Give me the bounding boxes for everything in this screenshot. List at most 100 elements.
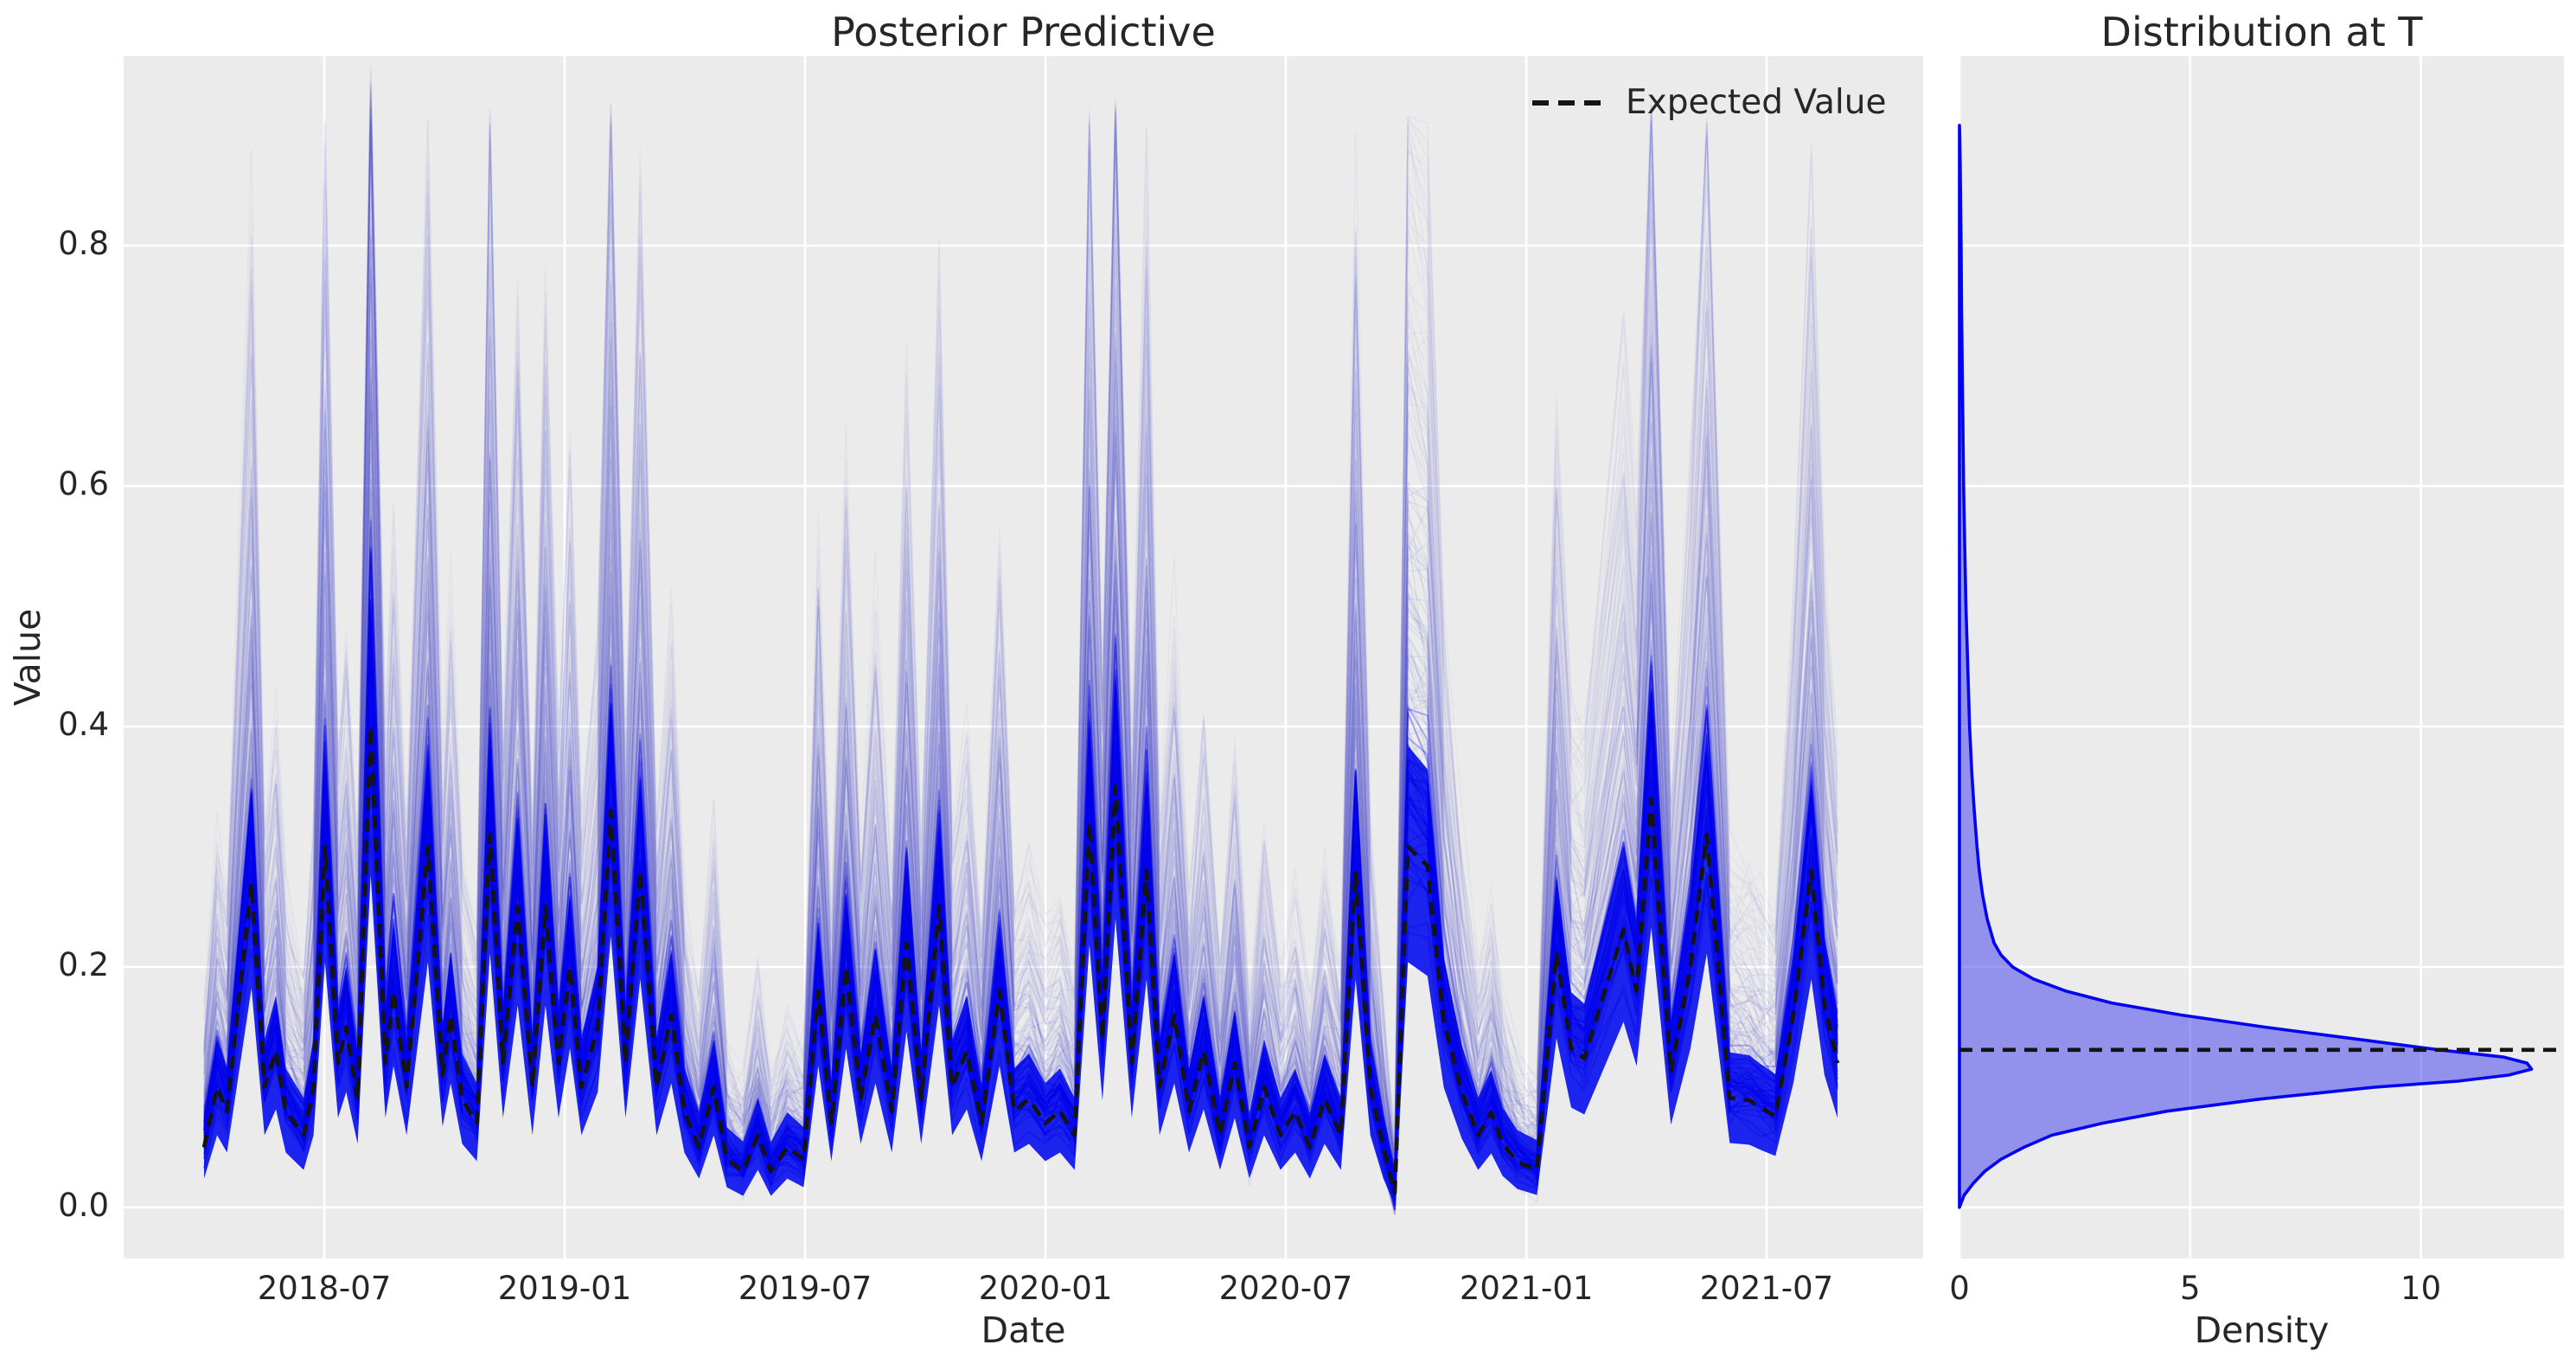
sample-trace — [203, 333, 1838, 1170]
sample-trace — [203, 528, 1838, 1188]
sample-trace — [203, 686, 1838, 1183]
sample-trace — [203, 118, 1838, 1181]
sample-trace — [203, 547, 1838, 1196]
sample-trace — [203, 85, 1838, 1183]
sample-trace — [203, 286, 1838, 1158]
sample-trace — [203, 250, 1838, 1162]
sample-trace — [203, 123, 1838, 1174]
sample-trace — [203, 110, 1838, 1172]
sample-trace — [203, 605, 1838, 1196]
sample-trace — [203, 235, 1838, 1199]
sample-trace — [203, 268, 1838, 1181]
x-tick-label: 2020-01 — [978, 1270, 1113, 1307]
sample-trace — [203, 680, 1838, 1200]
x-tick-label: 2021-07 — [1699, 1270, 1834, 1307]
sample-trace — [203, 624, 1838, 1184]
sample-trace — [203, 103, 1838, 1174]
right-xaxis-label: Density — [2194, 1310, 2330, 1351]
density-tick-label: 0 — [1949, 1270, 1970, 1307]
sample-trace — [203, 550, 1838, 1181]
expected-value-line — [201, 724, 1840, 1195]
sample-trace — [203, 105, 1838, 1155]
x-tick-label: 2019-07 — [738, 1270, 873, 1307]
left-chart-title: Posterior Predictive — [831, 9, 1216, 55]
sample-trace — [203, 132, 1838, 1147]
sample-trace — [203, 88, 1838, 1148]
sample-trace — [203, 586, 1838, 1194]
sample-trace — [203, 713, 1838, 1186]
sample-trace — [203, 270, 1838, 1171]
sample-trace — [203, 118, 1838, 1156]
sample-trace — [203, 191, 1838, 1166]
legend-dash-sample — [1532, 99, 1601, 106]
density-tick-label: 10 — [2400, 1270, 2442, 1307]
sample-trace — [203, 616, 1838, 1189]
sample-trace — [203, 640, 1838, 1195]
sample-trace — [203, 150, 1838, 1215]
sample-trace — [203, 202, 1838, 1213]
sample-trace — [203, 740, 1838, 1211]
sample-trace — [203, 93, 1838, 1169]
sample-trace — [203, 285, 1838, 1179]
y-tick-label: 0.8 — [58, 224, 109, 262]
sample-trace — [203, 411, 1838, 1205]
sample-trace — [203, 553, 1838, 1184]
sample-trace — [203, 84, 1838, 1175]
sample-trace — [203, 94, 1838, 1134]
sample-trace — [203, 727, 1838, 1186]
sample-trace — [203, 329, 1838, 1183]
legend: Expected Value — [1532, 83, 1886, 122]
sample-trace — [203, 235, 1838, 1163]
sample-trace — [203, 106, 1838, 1167]
sample-trace — [203, 82, 1838, 1177]
sample-trace — [203, 113, 1838, 1156]
sample-trace — [203, 556, 1838, 1195]
legend-label: Expected Value — [1626, 83, 1887, 122]
sample-trace — [203, 119, 1838, 1164]
sample-trace — [203, 661, 1838, 1201]
sample-trace — [203, 151, 1838, 1157]
sample-trace — [203, 112, 1838, 1178]
sample-trace — [203, 228, 1838, 1161]
sample-trace — [203, 598, 1838, 1195]
sample-trace — [203, 122, 1838, 1173]
sample-trace — [203, 393, 1838, 1210]
sample-trace — [203, 93, 1838, 1147]
sample-trace — [203, 68, 1838, 1146]
sample-trace — [203, 122, 1838, 1156]
y-tick-label: 0.6 — [58, 464, 109, 503]
sample-trace — [203, 341, 1838, 1201]
sample-trace — [203, 365, 1838, 1188]
left-xaxis-label: Date — [981, 1310, 1066, 1351]
x-tick-label: 2021-01 — [1459, 1270, 1594, 1307]
sample-trace — [203, 728, 1838, 1207]
sample-trace — [203, 610, 1838, 1185]
sample-trace — [203, 107, 1838, 1182]
sample-trace — [203, 108, 1838, 1193]
sample-trace — [203, 98, 1838, 1139]
sample-trace — [203, 429, 1838, 1175]
sample-trace — [203, 503, 1838, 1194]
kde-area — [1958, 124, 2534, 1209]
sample-trace — [203, 72, 1838, 1172]
left-yaxis-label: Value — [7, 608, 48, 707]
sample-trace — [203, 90, 1838, 1182]
sample-trace — [203, 548, 1838, 1181]
sample-trace — [203, 620, 1838, 1184]
sample-trace — [203, 599, 1838, 1177]
sample-trace — [203, 120, 1838, 1165]
sample-trace — [203, 123, 1838, 1181]
sample-trace — [203, 101, 1838, 1175]
y-tick-label: 0.0 — [58, 1186, 109, 1224]
sample-trace — [203, 760, 1838, 1207]
sample-trace — [203, 762, 1838, 1210]
sample-trace — [203, 63, 1838, 1163]
x-tick-label: 2018-07 — [257, 1270, 392, 1307]
posterior-core-band — [204, 599, 1838, 1206]
sample-trace — [203, 387, 1838, 1173]
sample-trace — [203, 281, 1838, 1169]
x-tick-label: 2019-01 — [497, 1270, 632, 1307]
left-panel-background — [124, 56, 1923, 1258]
